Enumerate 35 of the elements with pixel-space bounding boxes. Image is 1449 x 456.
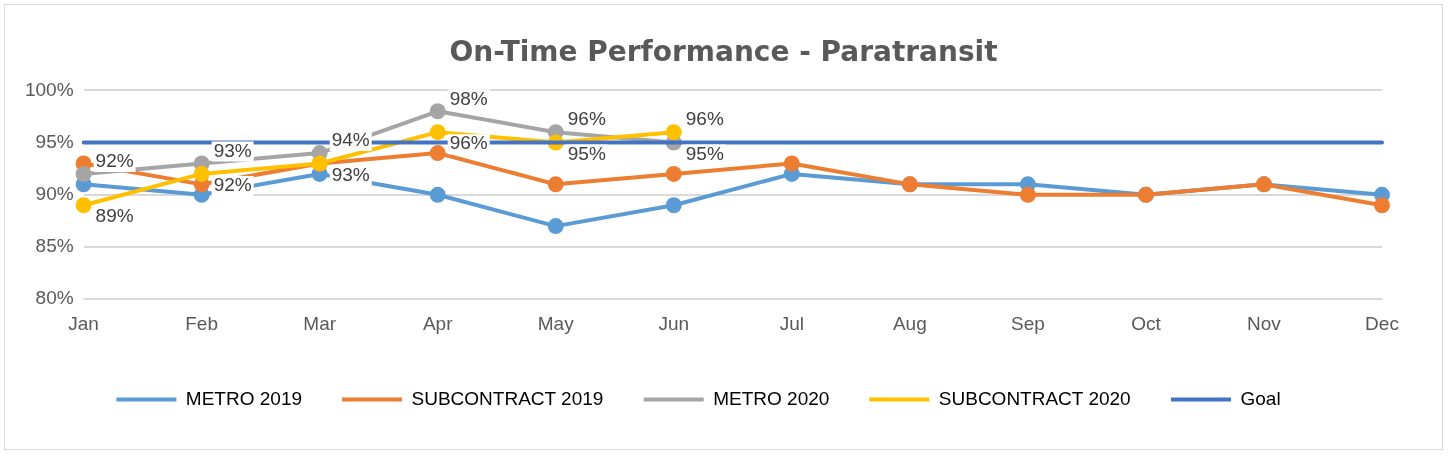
- legend-label: SUBCONTRACT 2020: [938, 387, 1131, 409]
- y-tick-label: 90%: [35, 183, 74, 205]
- x-tick-label: Jul: [779, 312, 804, 334]
- legend-label: METRO 2019: [185, 387, 303, 409]
- y-tick-label: 95%: [35, 130, 74, 152]
- data-label: 93%: [331, 163, 370, 185]
- data-label: 95%: [685, 142, 724, 164]
- data-label: 92%: [213, 174, 252, 196]
- data-label: 89%: [95, 205, 134, 227]
- x-tick-label: Nov: [1247, 312, 1282, 334]
- x-tick-label: Apr: [422, 312, 454, 334]
- x-tick-label: Jan: [68, 312, 99, 334]
- x-tick-label: Mar: [303, 312, 337, 334]
- legend-label: METRO 2020: [713, 387, 830, 409]
- y-tick-label: 85%: [35, 235, 74, 257]
- data-label: 92%: [95, 150, 134, 172]
- x-tick-label: Sep: [1010, 312, 1045, 334]
- x-tick-label: Aug: [892, 312, 927, 334]
- data-label: 95%: [567, 142, 606, 164]
- legend-label: SUBCONTRACT 2019: [411, 387, 604, 409]
- data-label: 96%: [567, 108, 606, 130]
- y-tick-label: 100%: [24, 78, 74, 100]
- data-label: 96%: [449, 132, 488, 154]
- x-tick-label: May: [537, 312, 575, 334]
- y-tick-label: 80%: [35, 287, 74, 309]
- legend-label: Goal: [1240, 387, 1281, 409]
- x-tick-label: Oct: [1131, 312, 1162, 334]
- x-tick-label: Feb: [185, 312, 219, 334]
- data-label: 94%: [331, 129, 370, 151]
- chart-title: On-Time Performance - Paratransit: [448, 35, 999, 68]
- x-tick-label: Jun: [658, 312, 690, 334]
- x-tick-label: Dec: [1365, 312, 1399, 334]
- data-label: 93%: [213, 139, 252, 161]
- data-label: 96%: [685, 108, 724, 130]
- data-label: 98%: [449, 87, 488, 109]
